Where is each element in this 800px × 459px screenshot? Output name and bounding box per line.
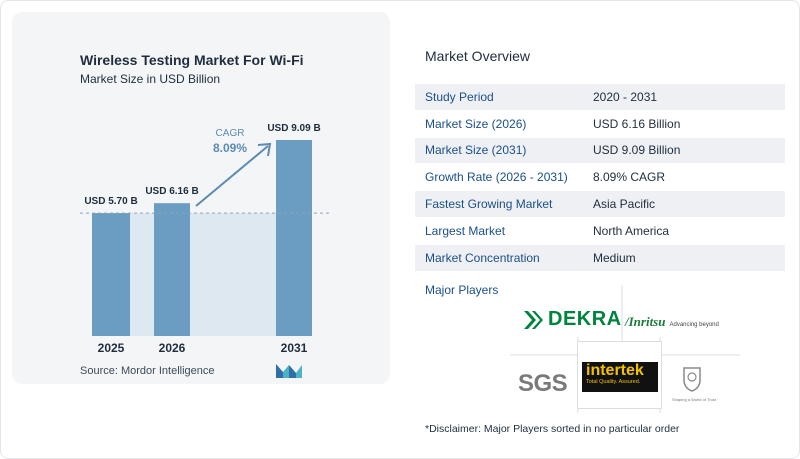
bar-chart: USD 5.70 B 2025 USD 6.16 B 2026 USD 9.09 B 20…	[80, 123, 330, 355]
bar-2025	[92, 213, 130, 336]
cagr-label: CAGR	[216, 128, 245, 139]
cagr-arrow-line	[195, 145, 269, 207]
dekra-logo: DEKRA	[522, 308, 622, 331]
overview-row: Market Size (2031) USD 9.09 Billion	[415, 137, 785, 165]
overview-row: Largest Market North America	[415, 218, 785, 245]
overview-row: Growth Rate (2026 - 2031) 8.09% CAGR	[415, 164, 785, 192]
intertek-text: intertek	[586, 362, 644, 379]
anritsu-logo: /Inritsu Advancing beyond	[625, 314, 719, 330]
chart-title: Wireless Testing Market For Wi-Fi	[80, 52, 304, 68]
chart-subtitle: Market Size in USD Billion	[80, 72, 221, 86]
dekra-text: DEKRA	[548, 308, 622, 330]
cagr-arrow-head	[257, 142, 272, 157]
cagr-value: 8.09%	[213, 141, 247, 155]
dekra-mark-icon	[524, 310, 543, 329]
overview-row-label: Market Size (2031)	[425, 143, 527, 158]
tick-label-2026: 2026	[159, 341, 186, 355]
overview-row: Market Size (2026) USD 6.16 Billion	[415, 111, 785, 138]
overview-title: Market Overview	[425, 48, 531, 64]
overview-row-label: Growth Rate (2026 - 2031)	[425, 170, 568, 185]
bar-2026	[154, 203, 190, 336]
overview-row-label: Study Period	[425, 89, 494, 104]
bar-2031	[276, 140, 312, 336]
overview-row: Study Period 2020 - 2031	[415, 84, 785, 111]
growth-area	[130, 213, 276, 336]
intertek-tagline: Total Quality. Assured.	[586, 379, 641, 385]
major-players-title: Major Players	[425, 283, 499, 297]
overview-row-label: Fastest Growing Market	[425, 197, 553, 212]
tick-label-2031: 2031	[281, 341, 308, 355]
bureau-veritas-tagline: Shaping a World of Trust	[672, 397, 716, 402]
mordor-intelligence-logo-icon	[276, 364, 302, 378]
overview-row-value: 2020 - 2031	[593, 89, 658, 104]
data-label-2025: USD 5.70 B	[84, 196, 137, 207]
overview-row-value: USD 9.09 Billion	[593, 143, 681, 158]
anritsu-text: /Inritsu	[625, 314, 666, 329]
overview-row-value: Medium	[593, 250, 636, 265]
anritsu-tagline: Advancing beyond	[669, 322, 719, 328]
tick-label-2025: 2025	[98, 341, 125, 355]
overview-row: Market Concentration Medium	[415, 244, 785, 272]
intertek-logo-box: intertek Total Quality. Assured.	[577, 341, 662, 409]
overview-row-value: USD 6.16 Billion	[593, 116, 681, 131]
disclaimer-text: *Disclaimer: Major Players sorted in no …	[425, 423, 680, 435]
intertek-logo: intertek Total Quality. Assured.	[582, 362, 658, 392]
sgs-logo: SGS	[518, 370, 568, 398]
data-label-2026: USD 6.16 B	[145, 186, 198, 197]
overview-row-value: North America	[593, 223, 670, 238]
overview-row-value: Asia Pacific	[593, 197, 656, 212]
overview-row-label: Largest Market	[425, 223, 506, 238]
sgs-text: SGS	[518, 370, 568, 397]
overview-row-label: Market Size (2026)	[425, 116, 527, 131]
overview-row-value: 8.09% CAGR	[593, 170, 666, 185]
overview-row: Fastest Growing Market Asia Pacific	[415, 191, 785, 218]
bureau-veritas-logo: Shaping a World of Trust	[672, 366, 716, 402]
overview-table: Study Period 2020 - 2031 Market Size (2026…	[415, 84, 785, 272]
bureau-veritas-seal-icon	[683, 367, 701, 392]
source-text: Source: Mordor Intelligence	[80, 365, 215, 377]
data-label-2031: USD 9.09 B	[267, 123, 320, 134]
overview-row-label: Market Concentration	[425, 250, 540, 265]
